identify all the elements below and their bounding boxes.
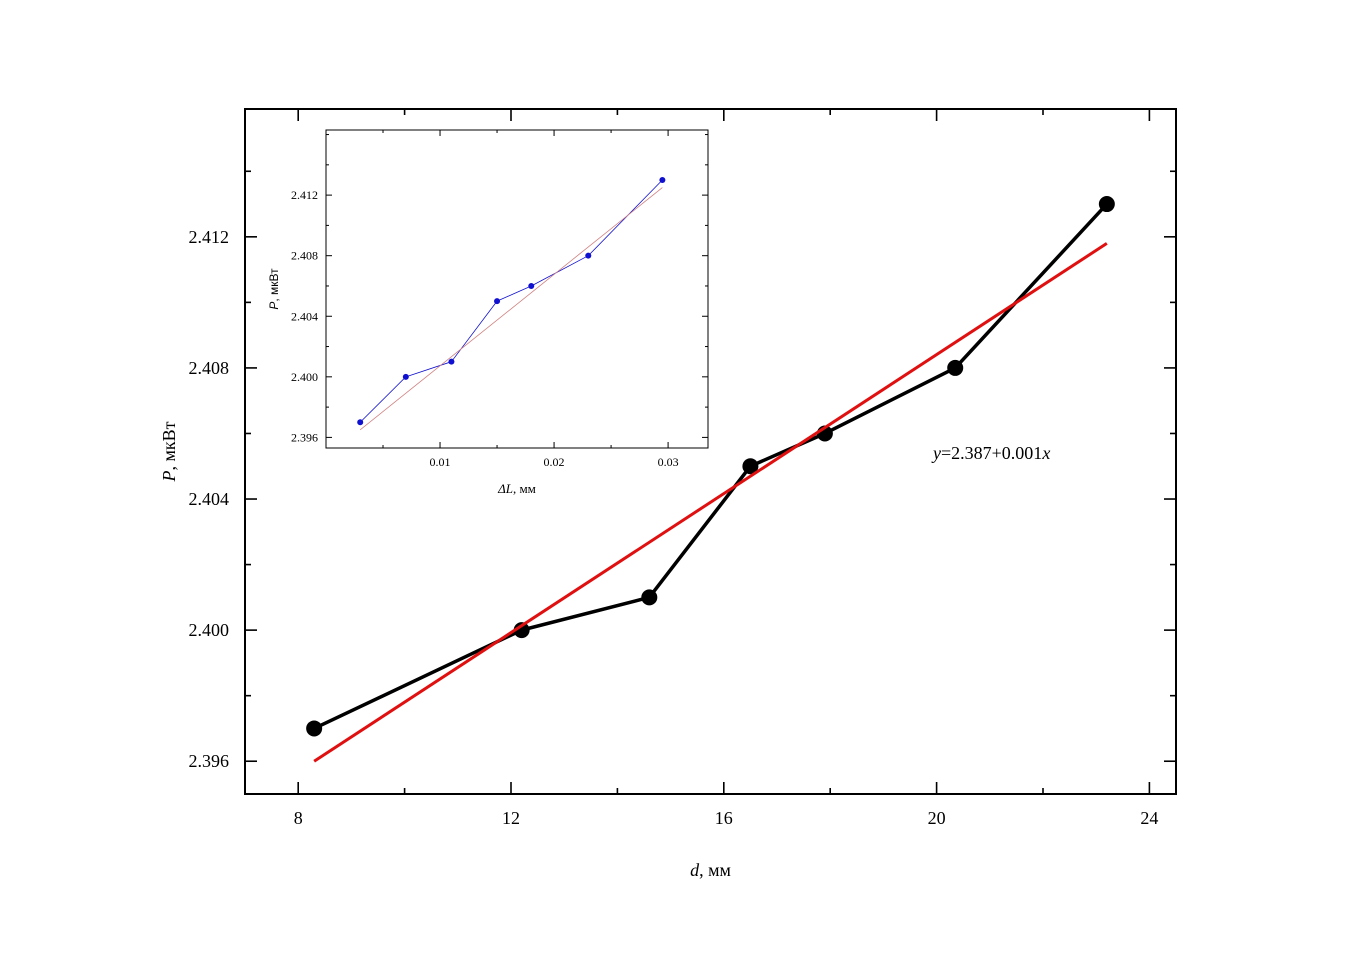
- inset-data-point: [357, 419, 364, 426]
- data-point: [742, 458, 759, 475]
- inset-data-point: [494, 298, 501, 305]
- x-tick-label: 24: [1140, 808, 1158, 828]
- inset-data-point: [448, 358, 455, 365]
- inset-x-tick-label: 0.02: [544, 455, 565, 469]
- inset-y-tick-label: 2.408: [291, 249, 318, 263]
- y-tick-label: 2.400: [189, 620, 230, 640]
- x-axis-var: d: [690, 860, 700, 880]
- equation-body: =2.387+0.001: [941, 443, 1042, 463]
- inset-y-tick-label: 2.412: [291, 188, 318, 202]
- inset-y-tick-label: 2.400: [291, 370, 318, 384]
- data-point: [306, 720, 323, 737]
- x-tick-label: 12: [502, 808, 520, 828]
- inset-fit-line: [359, 187, 663, 431]
- x-axis-unit: , мм: [513, 481, 536, 496]
- data-point: [1098, 196, 1115, 213]
- inset-y-axis-title: P, мкВт: [267, 268, 281, 310]
- fit-line: [313, 242, 1108, 763]
- x-tick-label: 20: [928, 808, 946, 828]
- y-tick-label: 2.408: [189, 358, 230, 378]
- equation-y: y: [931, 443, 941, 463]
- fit-equation: y=2.387+0.001x: [931, 443, 1050, 463]
- inset-data-point: [402, 373, 409, 380]
- x-tick-label: 16: [715, 808, 733, 828]
- x-axis-title: d, мм: [690, 860, 731, 880]
- data-point: [641, 589, 658, 606]
- y-tick-label: 2.412: [189, 227, 230, 247]
- y-axis-unit: , мкВт: [267, 268, 281, 302]
- inset-y-tick-label: 2.404: [291, 309, 318, 323]
- inset-data-point: [659, 176, 666, 183]
- data-point: [513, 622, 530, 639]
- inset-data-point: [585, 252, 592, 259]
- x-axis-unit: , мм: [699, 860, 731, 880]
- inset-background: [326, 130, 708, 448]
- data-point: [947, 359, 964, 376]
- inset-x-tick-label: 0.01: [430, 455, 451, 469]
- y-axis-unit: , мкВт: [159, 421, 179, 470]
- y-tick-label: 2.396: [189, 751, 230, 771]
- y-axis-var: P: [267, 302, 281, 310]
- plot-frame: [244, 108, 1177, 795]
- y-tick-label: 2.404: [189, 489, 230, 509]
- inset-x-tick-label: 0.03: [658, 455, 679, 469]
- equation-x: x: [1041, 443, 1050, 463]
- inset-x-axis-title: ΔL, мм: [497, 481, 536, 496]
- x-tick-label: 8: [294, 808, 303, 828]
- inset-data-point: [528, 282, 535, 289]
- y-axis-var: P: [159, 471, 179, 483]
- inset-plot-frame: [325, 129, 709, 449]
- inset-y-tick-label: 2.396: [291, 430, 318, 444]
- x-axis-var: ΔL: [497, 481, 513, 496]
- inset-plot: 0.01 0.02 0.03 2.396 2.400 2.404 2.408 2.412 ΔL,…: [267, 129, 709, 496]
- y-axis-title: P, мкВт: [159, 421, 179, 482]
